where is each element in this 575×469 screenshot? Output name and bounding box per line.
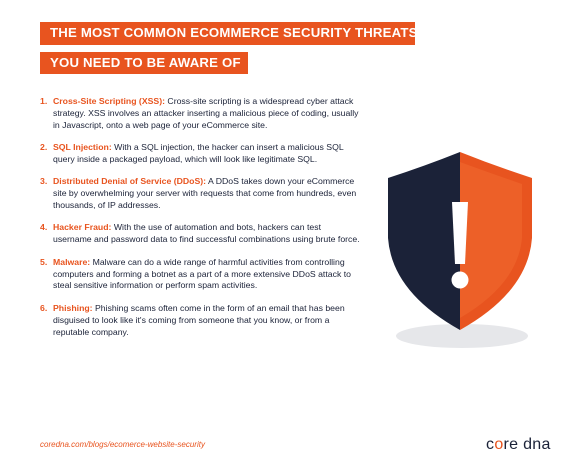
threat-item: 3. Distributed Denial of Service (DDoS):… — [40, 176, 360, 212]
item-number: 4. — [40, 222, 48, 233]
item-number: 1. — [40, 96, 48, 106]
item-number: 2. — [40, 142, 48, 153]
title-banner-line-2: YOU NEED TO BE AWARE OF — [40, 52, 248, 74]
threat-item: 6. Phishing: Phishing scams often come i… — [40, 303, 360, 339]
item-text: Cross-site scripting is a widespread cyb… — [53, 96, 359, 130]
threat-item: 4. Hacker Fraud: With the use of automat… — [40, 222, 360, 246]
title-line-2: YOU NEED TO BE AWARE OF — [50, 55, 241, 70]
item-number: 6. — [40, 302, 48, 313]
item-text: Malware can do a wide range of harmful a… — [53, 256, 351, 291]
item-term: Distributed Denial of Service (DDoS): — [53, 176, 207, 187]
item-body: Malware: Malware can do a wide range of … — [53, 257, 360, 293]
item-number: 5. — [40, 256, 48, 267]
item-text: A DDoS takes down your eCommerce site by… — [53, 176, 357, 211]
threat-item: 5. Malware: Malware can do a wide range … — [40, 257, 360, 293]
item-body: Phishing: Phishing scams often come in t… — [53, 303, 360, 339]
item-term: Malware: — [53, 256, 91, 267]
item-body: Cross-Site Scripting (XSS): Cross-site s… — [53, 96, 360, 132]
item-body: Distributed Denial of Service (DDoS): A … — [53, 176, 360, 212]
logo-part: c — [486, 436, 495, 453]
title-line-1: THE MOST COMMON ECOMMERCE SECURITY THREA… — [50, 25, 418, 40]
logo-part: re dna — [503, 436, 551, 453]
coredna-logo: core dna — [486, 436, 551, 454]
item-text: Phishing scams often come in the form of… — [53, 302, 345, 337]
title-banner-line-1: THE MOST COMMON ECOMMERCE SECURITY THREA… — [40, 22, 418, 45]
item-term: Phishing: — [53, 302, 93, 313]
item-number: 3. — [40, 176, 48, 187]
item-text: With the use of automation and bots, hac… — [53, 222, 360, 245]
item-term: Hacker Fraud: — [53, 222, 112, 233]
threat-item: 1. Cross-Site Scripting (XSS): Cross-sit… — [40, 96, 360, 132]
item-term: SQL Injection: — [53, 142, 112, 153]
logo-accent: o — [494, 436, 504, 453]
item-text: With a SQL injection, the hacker can ins… — [53, 142, 344, 165]
item-term: Cross-Site Scripting (XSS): — [53, 96, 165, 106]
item-body: SQL Injection: With a SQL injection, the… — [53, 142, 360, 166]
threat-item: 2. SQL Injection: With a SQL injection, … — [40, 142, 360, 166]
threat-list: 1. Cross-Site Scripting (XSS): Cross-sit… — [40, 96, 360, 349]
shield-warning-icon — [388, 152, 532, 348]
item-body: Hacker Fraud: With the use of automation… — [53, 222, 360, 246]
source-link[interactable]: coredna.com/blogs/ecomerce-website-secur… — [40, 440, 205, 449]
